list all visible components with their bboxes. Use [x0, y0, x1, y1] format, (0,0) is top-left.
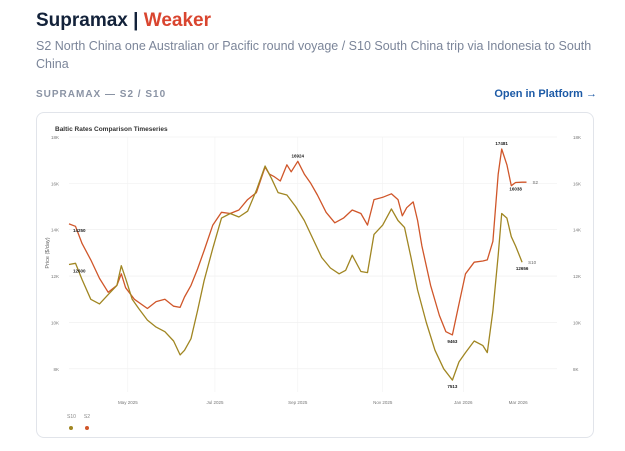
y-tick-label-left: 14K [51, 228, 59, 233]
series-line-s2 [68, 148, 527, 336]
route-label: SUPRAMAX — S2 / S10 [36, 89, 167, 100]
y-axis-label: Price ($/day) [45, 237, 51, 268]
y-tick-label-right: 16K [573, 181, 581, 186]
data-labels: 14250 16924 9463 17481 16038 S2 12600 7513 12656… [73, 141, 539, 389]
legend-dot [69, 426, 74, 430]
x-tick-label: Nov 2025 [373, 400, 393, 405]
series-lines [68, 148, 527, 381]
y-tick-label-left: 10K [51, 320, 59, 325]
chart-card: Baltic Rates Comparison Timeseries 8K 10K… [36, 112, 594, 438]
legend-dot [84, 426, 89, 430]
x-axis: May 2025 Jul 2025 Sep 2025 Nov 2025 Jan 2026… [118, 400, 528, 405]
x-tick-label: Jan 2026 [454, 400, 473, 405]
x-tick-label: Mar 2026 [509, 400, 529, 405]
series-line-s10 [68, 165, 523, 381]
y-axis-left: 8K 10K 12K 14K 16K 18K [51, 135, 59, 372]
series-end-tag: S2 [533, 180, 539, 185]
x-tick-label: May 2025 [118, 400, 138, 405]
y-tick-label-right: 10K [573, 320, 581, 325]
legend-item-s2: S2 [84, 414, 90, 430]
x-tick-label: Sep 2025 [288, 400, 308, 405]
data-label: 16038 [509, 186, 522, 191]
y-tick-label-left: 8K [53, 367, 59, 372]
legend-label: S10 [67, 414, 76, 420]
data-label: 9463 [447, 339, 458, 344]
legend-label: S2 [83, 414, 91, 420]
y-tick-label-left: 16K [51, 181, 59, 186]
open-in-platform-link[interactable]: Open in Platform → [494, 88, 597, 100]
y-tick-label-right: 18K [573, 135, 581, 140]
timeseries-chart: Baltic Rates Comparison Timeseries 8K 10K… [45, 126, 581, 405]
y-tick-label-right: 14K [573, 228, 581, 233]
x-tick-label: Jul 2025 [206, 400, 224, 405]
data-label: 12600 [73, 269, 86, 274]
series-end-tag: S10 [528, 260, 537, 265]
page-title: Supramax | Weaker [36, 10, 211, 32]
y-tick-label-left: 12K [51, 274, 59, 279]
market-status: Weaker [143, 10, 212, 31]
data-label: 7513 [447, 384, 458, 389]
route-description: S2 North China one Australian or Pacific… [36, 39, 592, 71]
grid [69, 136, 557, 392]
vessel-class: Supramax [36, 10, 128, 31]
y-tick-label-right: 8K [573, 367, 579, 372]
title-separator: | [133, 10, 139, 31]
chart-title: Baltic Rates Comparison Timeseries [55, 126, 168, 133]
data-label: 16924 [291, 153, 304, 158]
data-label: 14250 [73, 228, 86, 233]
data-label: 17481 [495, 141, 508, 146]
y-axis-right: 8K 10K 12K 14K 16K 18K [573, 135, 581, 372]
y-tick-label-left: 18K [51, 135, 59, 140]
legend-item-s10: S10 [67, 414, 76, 430]
data-label: 12656 [516, 266, 529, 271]
y-tick-label-right: 12K [573, 274, 581, 279]
legend: S10 S2 [67, 414, 90, 430]
